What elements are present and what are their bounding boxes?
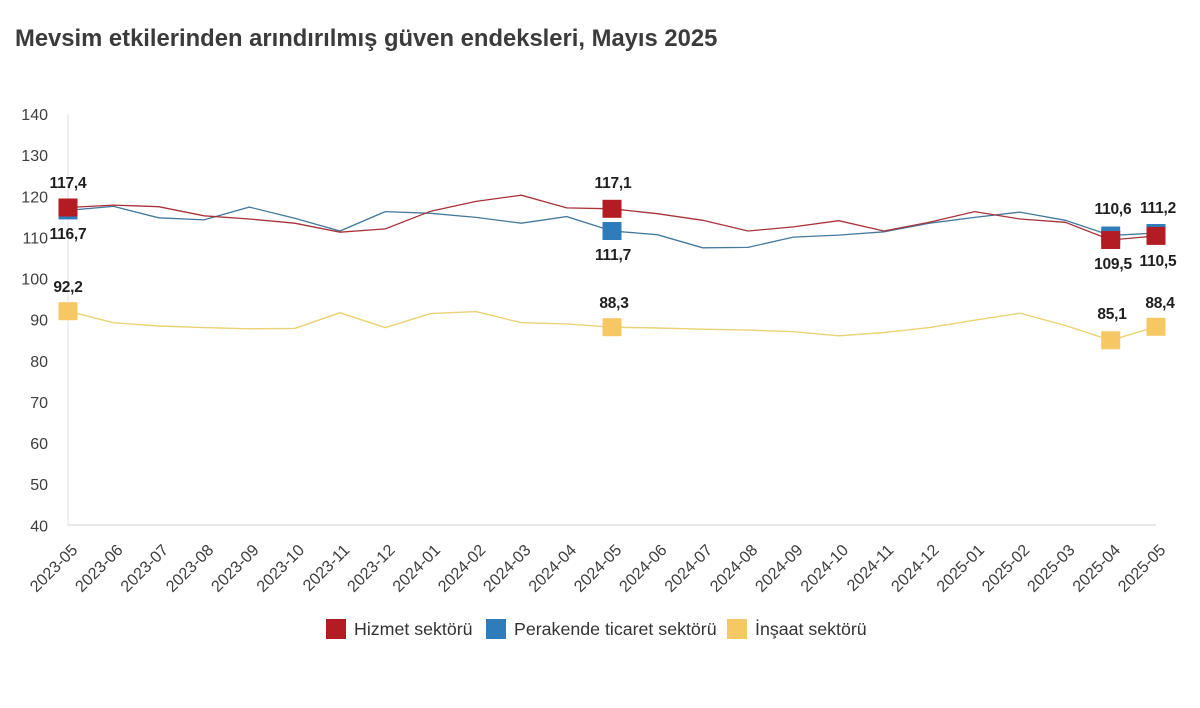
svg-text:2024-05: 2024-05: [571, 541, 626, 596]
svg-text:2024-10: 2024-10: [797, 541, 852, 596]
svg-text:2025-01: 2025-01: [933, 541, 988, 596]
svg-text:2023-06: 2023-06: [72, 541, 127, 596]
svg-text:2023-12: 2023-12: [344, 541, 399, 596]
svg-text:2024-04: 2024-04: [525, 541, 580, 596]
svg-text:2025-05: 2025-05: [1115, 541, 1170, 596]
svg-text:130: 130: [21, 148, 48, 165]
svg-text:117,1: 117,1: [595, 175, 633, 192]
svg-text:70: 70: [30, 395, 48, 412]
svg-text:2024-08: 2024-08: [707, 541, 762, 596]
svg-text:İnşaat sektörü: İnşaat sektörü: [755, 619, 867, 639]
svg-text:80: 80: [30, 354, 48, 371]
svg-text:Hizmet sektörü: Hizmet sektörü: [354, 619, 473, 639]
svg-text:2025-04: 2025-04: [1069, 541, 1124, 596]
svg-text:2025-02: 2025-02: [979, 541, 1034, 596]
svg-text:2025-03: 2025-03: [1024, 541, 1079, 596]
svg-text:2024-11: 2024-11: [843, 541, 897, 595]
svg-text:2023-05: 2023-05: [27, 541, 82, 596]
svg-text:117,4: 117,4: [50, 175, 88, 192]
svg-text:100: 100: [21, 272, 48, 289]
svg-text:111,7: 111,7: [595, 247, 631, 264]
svg-text:60: 60: [30, 436, 48, 453]
svg-text:110: 110: [22, 231, 48, 248]
svg-text:2024-12: 2024-12: [888, 541, 943, 596]
svg-text:2024-02: 2024-02: [435, 541, 490, 596]
svg-text:110,6: 110,6: [1095, 201, 1133, 218]
svg-text:92,2: 92,2: [53, 279, 82, 296]
svg-text:140: 140: [21, 107, 48, 124]
svg-text:2024-06: 2024-06: [616, 541, 671, 596]
svg-text:111,2: 111,2: [1140, 200, 1176, 217]
svg-text:2024-03: 2024-03: [480, 541, 535, 596]
svg-text:2024-07: 2024-07: [661, 541, 716, 596]
svg-text:2024-09: 2024-09: [752, 541, 807, 596]
svg-text:40: 40: [30, 518, 48, 535]
svg-text:90: 90: [30, 313, 48, 330]
svg-text:2023-11: 2023-11: [299, 541, 353, 595]
svg-text:50: 50: [30, 477, 48, 494]
svg-text:109,5: 109,5: [1094, 256, 1132, 273]
svg-text:110,5: 110,5: [1140, 253, 1178, 270]
svg-text:2023-09: 2023-09: [208, 541, 263, 596]
svg-text:2023-10: 2023-10: [253, 541, 308, 596]
svg-text:Mevsim etkilerinden arındırılm: Mevsim etkilerinden arındırılmış güven e…: [15, 25, 717, 52]
svg-text:2024-01: 2024-01: [389, 541, 444, 596]
svg-text:116,7: 116,7: [50, 226, 87, 243]
svg-text:2023-08: 2023-08: [163, 541, 218, 596]
svg-text:88,4: 88,4: [1145, 295, 1175, 312]
svg-text:Perakende ticaret sektörü: Perakende ticaret sektörü: [514, 619, 717, 639]
svg-text:88,3: 88,3: [599, 295, 629, 312]
svg-text:120: 120: [21, 189, 48, 206]
svg-text:85,1: 85,1: [1097, 306, 1127, 323]
svg-text:2023-07: 2023-07: [117, 541, 172, 596]
